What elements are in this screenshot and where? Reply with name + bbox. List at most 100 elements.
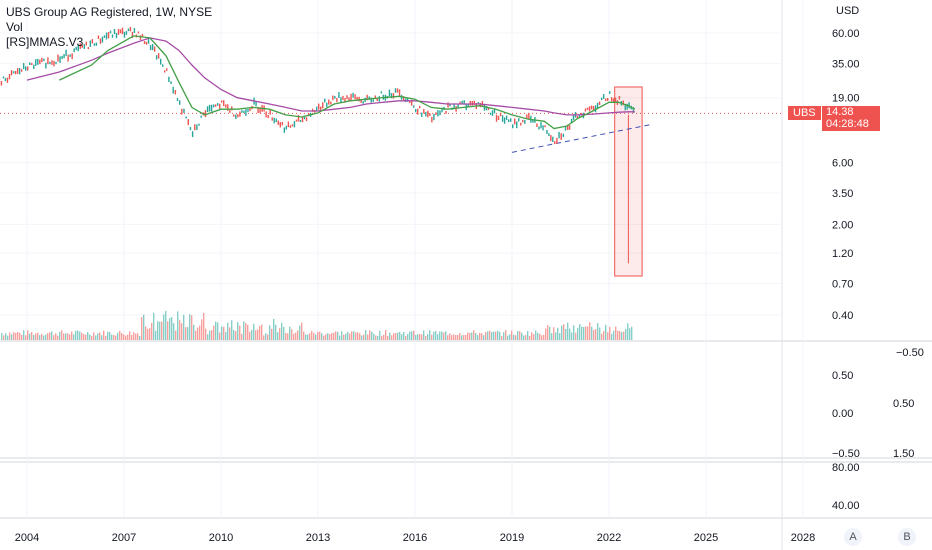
candle: [281, 122, 284, 126]
trend-line: [511, 124, 652, 153]
volume-bar: [5, 333, 7, 340]
candle: [374, 95, 376, 99]
candle: [606, 98, 609, 101]
candle: [191, 131, 194, 138]
pane-tick-label: −0.50: [896, 347, 924, 359]
volume-bar: [289, 326, 291, 340]
candle: [398, 89, 401, 97]
y-tick-label: 35.00: [832, 58, 860, 70]
volume-bar: [43, 335, 45, 340]
volume-bar: [287, 333, 289, 340]
candle: [594, 105, 597, 113]
candle: [273, 117, 275, 124]
candle: [315, 106, 318, 112]
auto-scale-button[interactable]: A: [844, 528, 862, 546]
volume-bar: [455, 335, 457, 340]
candle: [73, 48, 75, 53]
candle: [396, 88, 399, 93]
volume-bar: [93, 332, 95, 340]
candle: [27, 66, 29, 71]
volume-bar: [465, 335, 467, 340]
y-tick-label: 19.00: [832, 93, 860, 105]
candle: [362, 101, 364, 104]
pane-b-button[interactable]: B: [898, 528, 916, 546]
volume-bar: [229, 327, 231, 340]
volume-bar: [71, 331, 73, 340]
candle: [265, 111, 267, 118]
candle: [113, 28, 116, 35]
volume-bar: [53, 335, 55, 340]
volume-bar: [555, 332, 557, 340]
candle: [550, 135, 552, 142]
volume-bar: [99, 332, 101, 340]
candle: [326, 102, 328, 108]
candle: [556, 137, 558, 144]
currency-label: USD: [836, 5, 860, 17]
candle: [2, 76, 5, 79]
pane-tick-label: 80.00: [832, 462, 860, 474]
candle: [31, 62, 33, 66]
candle: [358, 96, 360, 102]
candle: [77, 44, 79, 52]
volume-bar: [367, 334, 369, 340]
candle: [544, 125, 546, 128]
candle: [447, 102, 449, 108]
candle: [63, 54, 65, 59]
volume-bar: [495, 331, 497, 340]
x-tick-label: 2025: [694, 532, 718, 544]
volume-bar: [259, 326, 261, 340]
volume-bar: [133, 332, 135, 340]
volume-bar: [507, 335, 509, 340]
volume-bar: [361, 335, 363, 340]
candle: [532, 120, 534, 123]
candle: [174, 90, 177, 95]
ma-fast-line: [59, 35, 636, 130]
pane-tick-label: 40.00: [832, 500, 860, 512]
candle: [245, 109, 247, 116]
volume-bar: [513, 334, 515, 340]
candle: [271, 117, 273, 121]
candle: [612, 98, 615, 103]
candle: [95, 42, 98, 46]
candle: [520, 122, 522, 126]
candle: [147, 39, 150, 44]
candle: [586, 107, 589, 110]
candle: [61, 55, 63, 60]
volume-bar: [275, 324, 277, 340]
volume-bar: [537, 332, 539, 340]
volume-bar: [265, 333, 267, 340]
volume-bar: [37, 332, 39, 340]
candle: [159, 58, 162, 65]
volume-bar: [97, 333, 99, 340]
candle: [237, 114, 239, 118]
volume-bar: [397, 332, 399, 340]
volume-bar: [421, 334, 423, 340]
volume-bar: [293, 333, 295, 340]
candle: [576, 115, 579, 119]
volume-bar: [349, 333, 351, 340]
volume-bar: [205, 328, 207, 340]
candle: [487, 107, 490, 111]
volume-bar: [603, 331, 605, 340]
volume-bar: [243, 321, 245, 340]
volume-bar: [223, 326, 225, 340]
volume-bar: [83, 334, 85, 340]
volume-bar: [269, 325, 271, 340]
candle: [538, 126, 540, 130]
volume-bar: [19, 332, 21, 340]
volume-bar: [187, 326, 189, 340]
volume-bar: [221, 326, 223, 340]
candle: [51, 60, 53, 65]
y-tick-label: 6.00: [832, 158, 853, 170]
candle: [467, 104, 469, 108]
candle: [8, 74, 11, 80]
volume-bar: [201, 319, 203, 340]
volume-bar: [31, 331, 33, 340]
candle: [269, 109, 271, 115]
volume-bar: [387, 335, 389, 340]
candle: [257, 106, 259, 114]
candle: [89, 40, 92, 47]
candle: [463, 100, 465, 105]
candle: [208, 104, 211, 112]
